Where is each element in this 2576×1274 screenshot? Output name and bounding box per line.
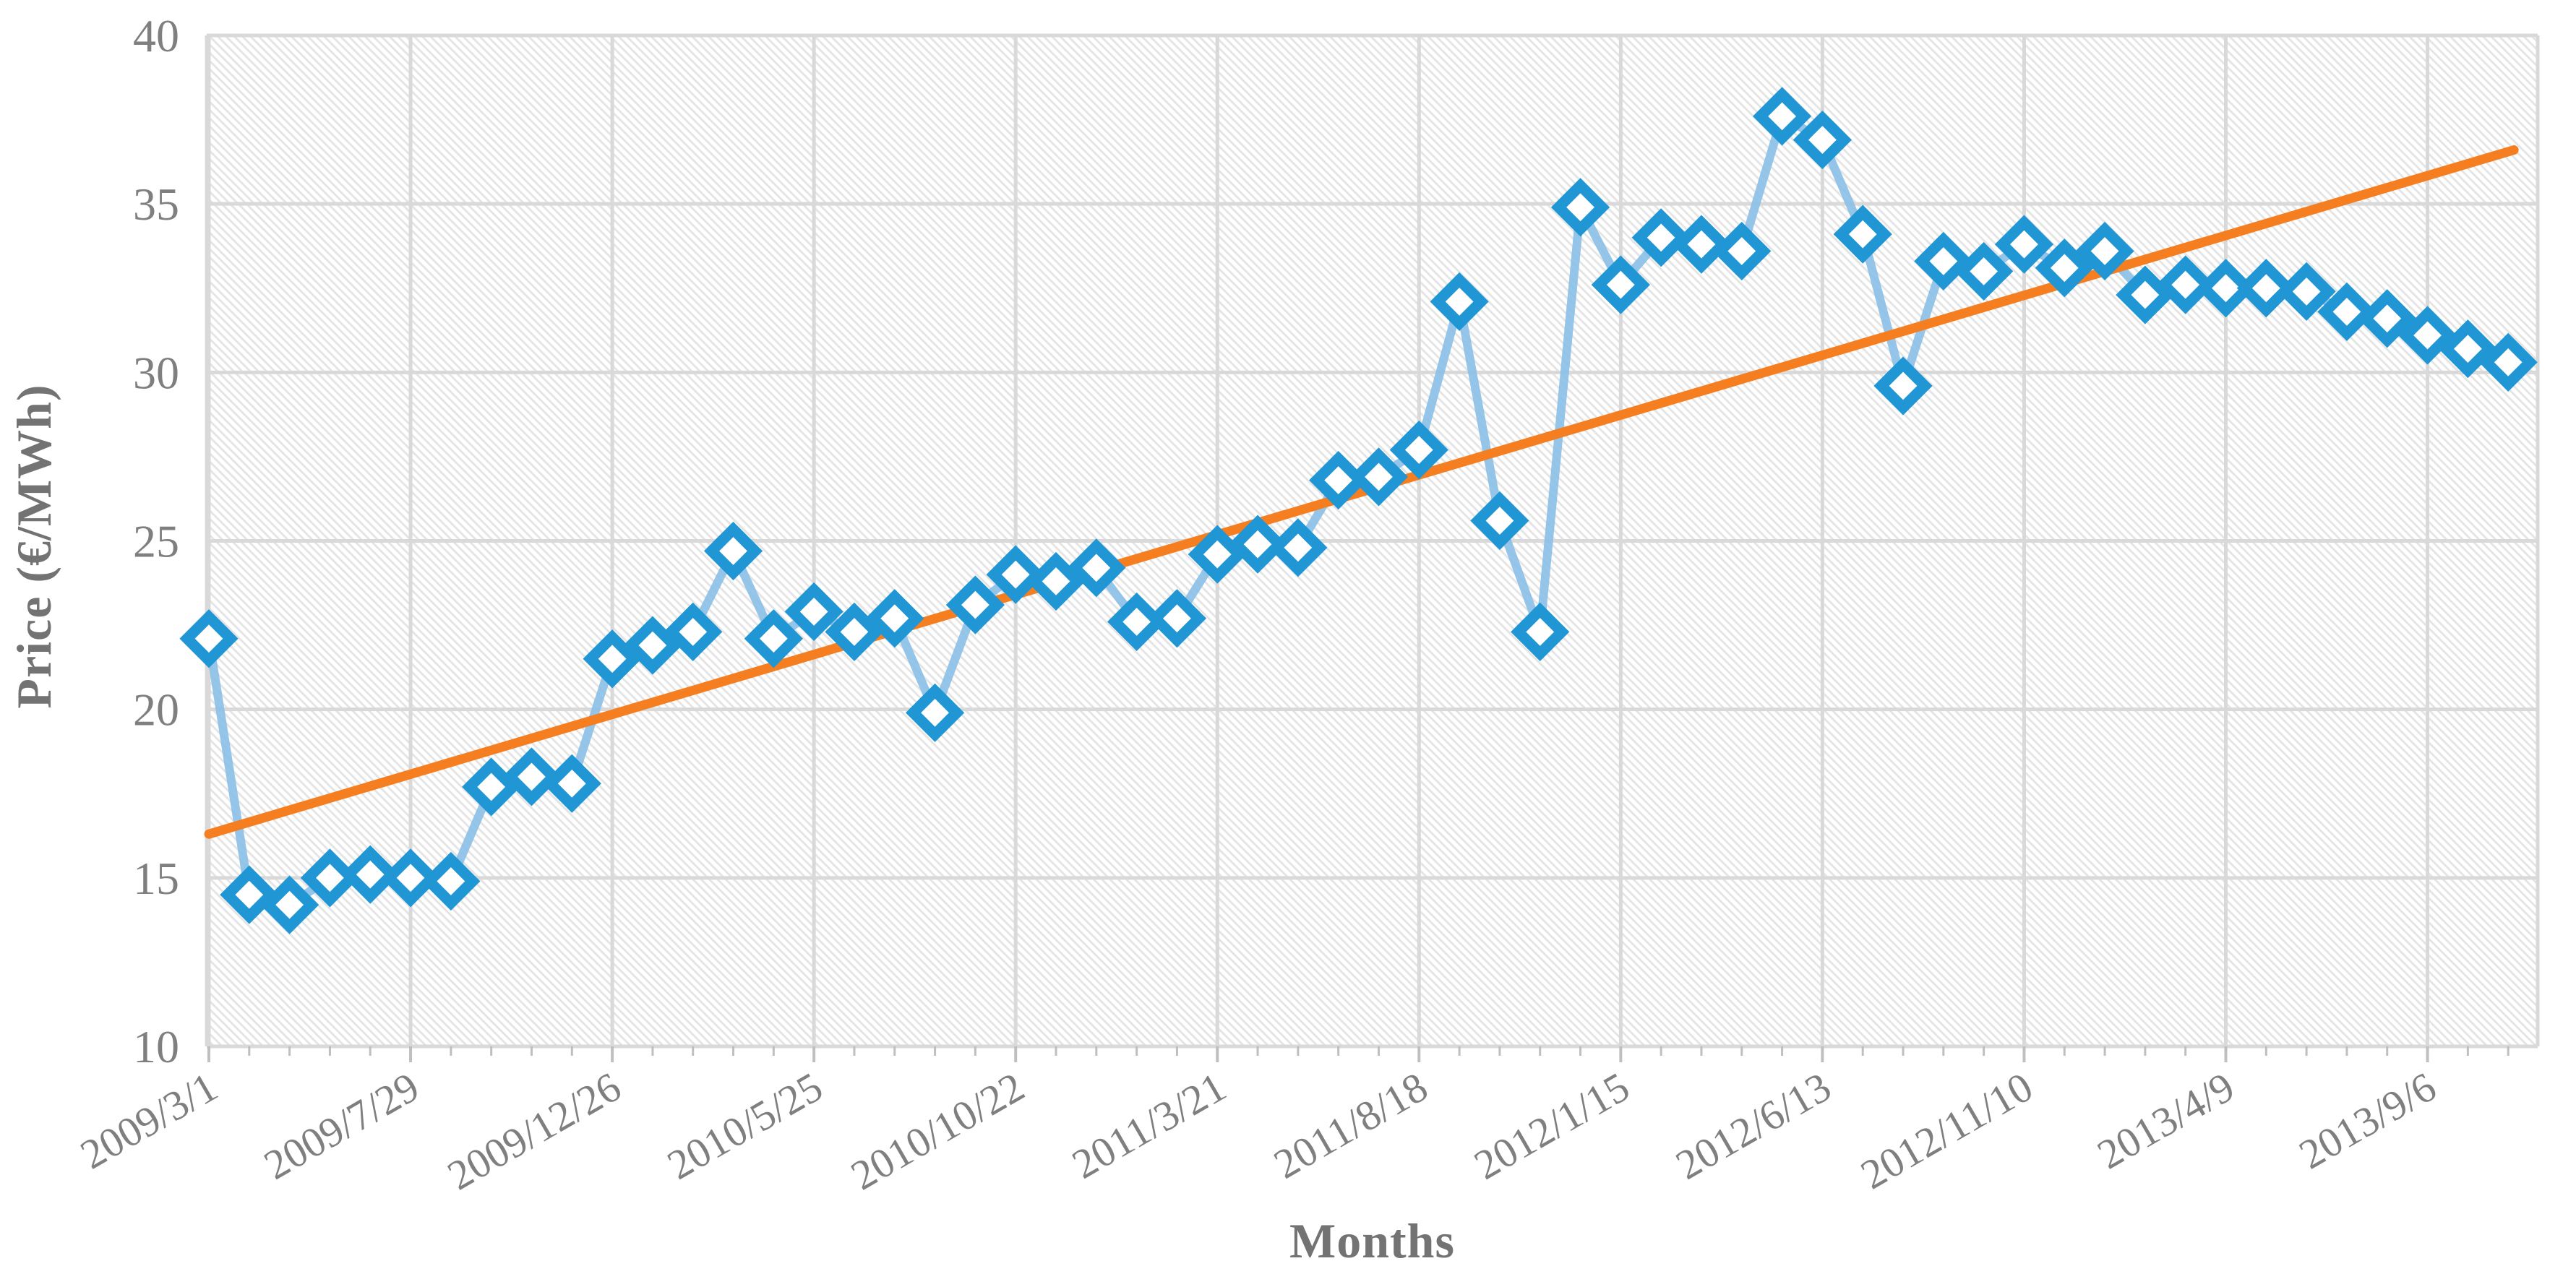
- x-axis-tick-marks: [207, 1046, 2510, 1062]
- data-point-marker: [1268, 518, 1328, 577]
- svg-text:10: 10: [133, 1021, 179, 1072]
- data-point-marker: [1389, 420, 1448, 480]
- svg-text:2012/6/13: 2012/6/13: [1668, 1063, 1839, 1189]
- data-point-marker: [2035, 238, 2094, 298]
- svg-text:25: 25: [133, 516, 179, 567]
- svg-text:40: 40: [133, 10, 179, 61]
- svg-text:20: 20: [133, 684, 179, 736]
- data-point-marker: [1793, 110, 1852, 170]
- data-point-marker: [784, 582, 843, 642]
- svg-text:30: 30: [133, 347, 179, 398]
- data-point-marker: [2478, 332, 2538, 392]
- data-point-marker: [1430, 272, 1489, 332]
- svg-text:15: 15: [133, 853, 179, 904]
- svg-text:2013/9/6: 2013/9/6: [2291, 1063, 2444, 1178]
- y-axis-title: Price (€/MWh): [7, 384, 61, 709]
- svg-text:2012/1/15: 2012/1/15: [1467, 1063, 1637, 1189]
- svg-text:35: 35: [133, 178, 179, 230]
- data-point-marker: [260, 875, 319, 934]
- data-point-marker: [2358, 289, 2417, 348]
- data-point-marker: [2277, 262, 2336, 322]
- linear-trendline: [204, 145, 2519, 839]
- data-point-marker: [583, 629, 642, 689]
- svg-text:2009/7/29: 2009/7/29: [256, 1063, 426, 1189]
- data-point-marker: [421, 851, 481, 911]
- data-point-marker: [1511, 602, 1570, 662]
- data-point-marker: [1873, 356, 1933, 416]
- data-point-marker: [825, 602, 884, 662]
- data-point-marker: [623, 616, 682, 675]
- data-point-marker: [1994, 215, 2054, 274]
- svg-text:2009/12/26: 2009/12/26: [439, 1063, 628, 1199]
- diamond-markers: [179, 87, 2538, 934]
- data-point-marker: [1712, 221, 1772, 281]
- data-point-marker: [2075, 221, 2134, 281]
- data-point-marker: [1026, 551, 1086, 611]
- x-axis-title: Months: [1289, 1213, 1455, 1268]
- data-point-marker: [1752, 87, 1812, 146]
- data-point-marker: [703, 521, 763, 581]
- data-point-marker: [2438, 319, 2497, 379]
- data-point-marker: [179, 609, 239, 668]
- data-point-marker: [865, 589, 924, 648]
- data-point-marker: [1550, 178, 1610, 237]
- svg-text:2011/8/18: 2011/8/18: [1266, 1063, 1435, 1188]
- x-axis-tick-labels: 2009/3/1 2009/7/29 2009/12/26 2010/5/25 2010…: [72, 1063, 2444, 1199]
- data-point-marker: [1349, 447, 1409, 507]
- data-point-marker: [1470, 491, 1529, 551]
- data-point-marker: [744, 609, 803, 668]
- svg-text:2010/5/25: 2010/5/25: [659, 1063, 830, 1189]
- data-point-marker: [1147, 589, 1207, 648]
- data-point-marker: [664, 602, 723, 662]
- data-point-marker: [905, 683, 965, 742]
- svg-text:2010/10/22: 2010/10/22: [843, 1063, 1031, 1199]
- data-point-marker: [1067, 538, 1126, 598]
- y-axis-tick-labels: 10 15 20 25 30 35 40: [133, 10, 179, 1072]
- data-point-marker: [1591, 255, 1650, 314]
- data-point-marker: [945, 575, 1005, 634]
- svg-text:2012/11/10: 2012/11/10: [1852, 1063, 2040, 1198]
- svg-text:2009/3/1: 2009/3/1: [72, 1063, 225, 1178]
- svg-text:2013/4/9: 2013/4/9: [2090, 1063, 2242, 1178]
- data-point-marker: [1954, 241, 2014, 301]
- data-point-marker: [542, 754, 601, 813]
- data-point-marker: [2397, 306, 2457, 365]
- svg-text:2011/3/21: 2011/3/21: [1064, 1063, 1233, 1188]
- data-point-marker: [1833, 205, 1892, 264]
